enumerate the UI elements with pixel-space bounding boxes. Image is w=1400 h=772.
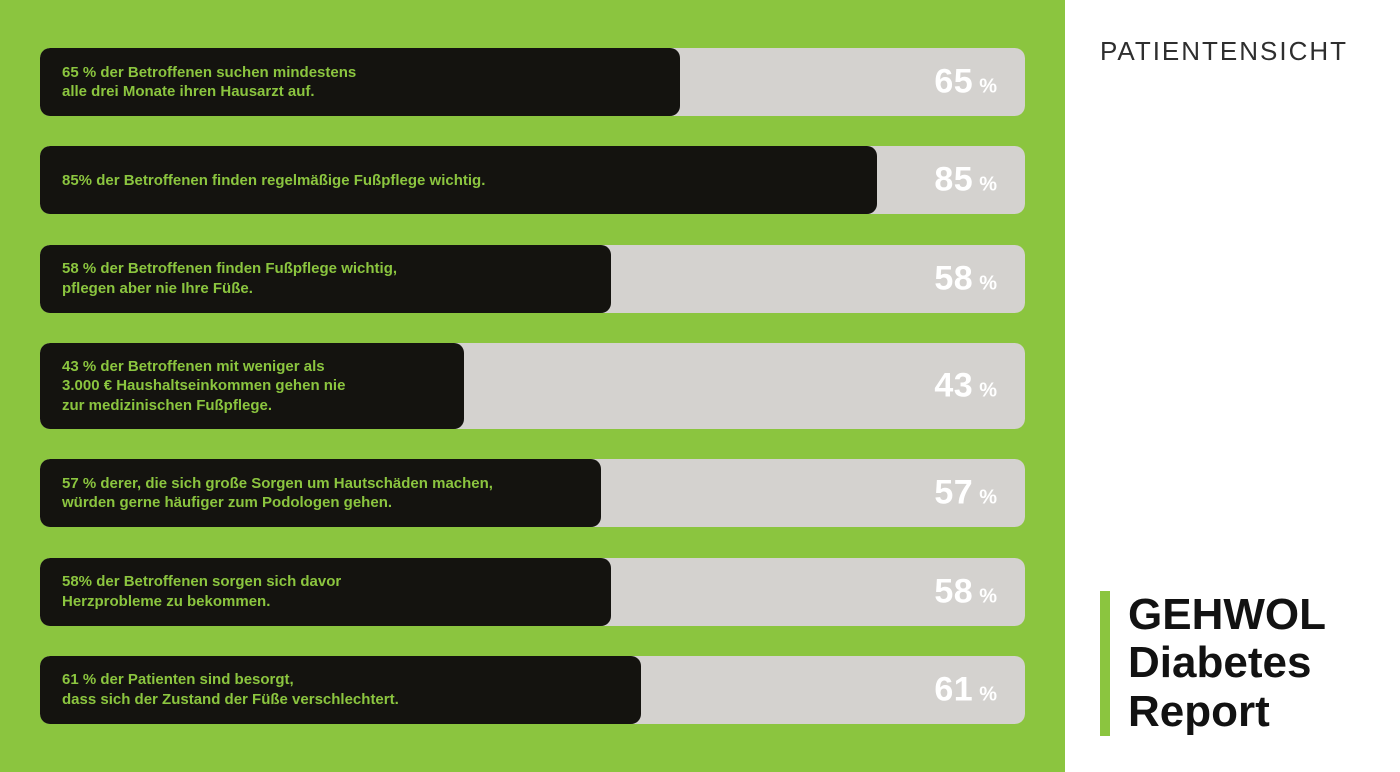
bar-value: 85% [934, 161, 997, 200]
bar-row: 85% der Betroffenen finden regelmäßige F… [40, 146, 1025, 214]
bar-value: 65% [934, 63, 997, 102]
side-title: GEHWOL Diabetes Report [1128, 591, 1326, 736]
bar-label: 57 % derer, die sich große Sorgen um Hau… [40, 460, 515, 527]
bar-row: 43 % der Betroffenen mit weniger als 3.0… [40, 343, 1025, 430]
bar-value-number: 61 [934, 670, 973, 709]
bar-label: 65 % der Betroffenen suchen mindestens a… [40, 49, 378, 116]
percent-symbol: % [979, 272, 997, 295]
bar-row: 57 % derer, die sich große Sorgen um Hau… [40, 459, 1025, 527]
bar-value-number: 65 [934, 63, 973, 102]
percent-symbol: % [979, 487, 997, 510]
bar-label: 43 % der Betroffenen mit weniger als 3.0… [40, 343, 367, 430]
side-header: PATIENTENSICHT [1100, 36, 1375, 67]
bar-label: 58% der Betroffenen sorgen sich davor He… [40, 558, 363, 625]
percent-symbol: % [979, 76, 997, 99]
bar-label: 58 % der Betroffenen finden Fußpflege wi… [40, 245, 419, 312]
percent-symbol: % [979, 585, 997, 608]
bar-row: 65 % der Betroffenen suchen mindestens a… [40, 48, 1025, 116]
bar-value: 43% [934, 367, 997, 406]
percent-symbol: % [979, 174, 997, 197]
accent-bar [1100, 591, 1110, 736]
chart-panel: 65 % der Betroffenen suchen mindestens a… [0, 0, 1065, 772]
bar-value: 57% [934, 474, 997, 513]
bar-value-number: 85 [934, 161, 973, 200]
bar-value-number: 43 [934, 367, 973, 406]
bar-value: 58% [934, 259, 997, 298]
bar-value-number: 58 [934, 572, 973, 611]
bar-row: 61 % der Patienten sind besorgt, dass si… [40, 656, 1025, 724]
bar-label: 85% der Betroffenen finden regelmäßige F… [40, 157, 507, 205]
bar-value-number: 57 [934, 474, 973, 513]
percent-symbol: % [979, 380, 997, 403]
bar-row: 58% der Betroffenen sorgen sich davor He… [40, 558, 1025, 626]
bar-value-number: 58 [934, 259, 973, 298]
bar-label: 61 % der Patienten sind besorgt, dass si… [40, 656, 421, 723]
side-title-wrap: GEHWOL Diabetes Report [1100, 591, 1375, 736]
percent-symbol: % [979, 683, 997, 706]
side-panel: PATIENTENSICHT GEHWOL Diabetes Report [1065, 0, 1400, 772]
bar-row: 58 % der Betroffenen finden Fußpflege wi… [40, 245, 1025, 313]
bar-value: 58% [934, 572, 997, 611]
bar-value: 61% [934, 670, 997, 709]
